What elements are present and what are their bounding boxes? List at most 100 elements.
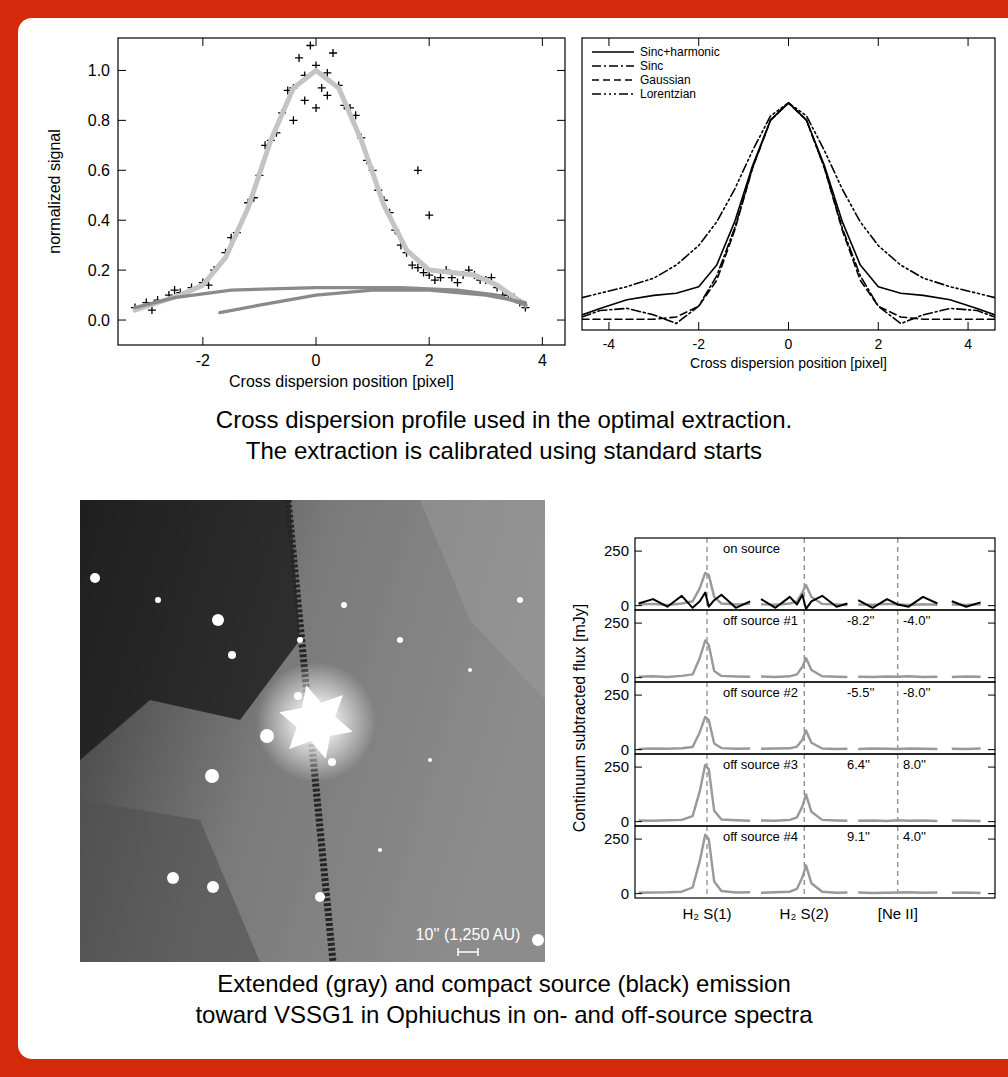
x-axis-title: Cross dispersion position [pixel] bbox=[690, 355, 887, 371]
y-tick-label: 0.4 bbox=[88, 212, 110, 229]
point bbox=[295, 54, 303, 62]
panel-title: off source #2 bbox=[723, 685, 798, 700]
y-tick-label: 250 bbox=[604, 542, 629, 559]
x-tick bbox=[788, 38, 789, 46]
line bbox=[135, 288, 525, 308]
label-patch bbox=[901, 684, 932, 701]
plot-area bbox=[639, 765, 981, 821]
star bbox=[297, 637, 303, 643]
legend-swatch bbox=[592, 51, 634, 52]
star bbox=[155, 597, 161, 603]
point bbox=[453, 279, 461, 287]
panel-annotation: 6.4'' bbox=[847, 757, 870, 772]
y-tick-label: 250 bbox=[604, 614, 629, 631]
y-axis-title: normalized signal bbox=[46, 129, 63, 254]
star bbox=[167, 872, 179, 884]
y-tick-label: 250 bbox=[604, 758, 629, 775]
grid-line bbox=[707, 610, 708, 682]
spectrum-panel: 0250on source bbox=[604, 538, 995, 614]
y-tick bbox=[988, 551, 995, 552]
panel-title: off source #1 bbox=[723, 613, 798, 628]
y-tick bbox=[557, 120, 565, 121]
legend-label: Sinc+harmonic bbox=[640, 45, 720, 59]
star bbox=[294, 692, 302, 700]
grid-line bbox=[897, 610, 898, 682]
y-tick bbox=[635, 677, 642, 678]
line-label: H₂ S(1) bbox=[682, 905, 731, 922]
y-tick bbox=[988, 695, 995, 696]
y-tick-label: 0.0 bbox=[88, 312, 110, 329]
y-tick bbox=[635, 623, 642, 624]
x-tick bbox=[968, 38, 969, 46]
x-tick bbox=[316, 337, 317, 345]
plot-area bbox=[639, 835, 981, 893]
x-tick bbox=[698, 322, 699, 330]
panel-title: off source #3 bbox=[723, 757, 798, 772]
spectrum-panel: 0250off source #36.4''8.0'' bbox=[604, 754, 995, 830]
spectrum-panel: 0250off source #2-5.5''-8.0'' bbox=[604, 682, 995, 758]
y-tick-label: 0 bbox=[621, 597, 629, 614]
x-tick bbox=[542, 337, 543, 345]
y-tick bbox=[557, 320, 565, 321]
poster-panel bbox=[18, 18, 1008, 1059]
y-tick-label: 0.2 bbox=[88, 262, 110, 279]
y-tick-label: 0.6 bbox=[88, 162, 110, 179]
y-tick bbox=[988, 893, 995, 894]
panel-annotation: -5.5'' bbox=[847, 685, 874, 700]
label-patch bbox=[901, 612, 932, 629]
caption: The extraction is calibrated using stand… bbox=[246, 437, 762, 464]
star bbox=[90, 573, 100, 583]
point bbox=[289, 116, 297, 124]
x-tick bbox=[316, 38, 317, 46]
spectrum-line bbox=[639, 765, 981, 821]
y-tick bbox=[557, 270, 565, 271]
label-patch bbox=[845, 684, 876, 701]
y-tick bbox=[635, 605, 642, 606]
y-tick bbox=[118, 120, 126, 121]
y-tick bbox=[635, 893, 642, 894]
point bbox=[301, 96, 309, 104]
star bbox=[378, 848, 382, 852]
point bbox=[431, 276, 439, 284]
frame bbox=[635, 610, 995, 682]
star bbox=[532, 934, 544, 946]
cloud bbox=[80, 800, 260, 962]
grid-line bbox=[897, 538, 898, 610]
y-tick bbox=[118, 220, 126, 221]
line bbox=[582, 103, 995, 298]
x-tick bbox=[968, 322, 969, 330]
y-tick bbox=[118, 70, 126, 71]
frame bbox=[118, 38, 565, 345]
cloud bbox=[420, 500, 545, 700]
nebula bbox=[80, 500, 545, 962]
label-patch bbox=[721, 684, 800, 701]
y-tick-label: 0 bbox=[621, 669, 629, 686]
x-tick-label: 0 bbox=[785, 336, 793, 352]
line-label: H₂ S(2) bbox=[780, 905, 829, 922]
plot-area bbox=[131, 41, 529, 314]
chart-0: -20240.00.20.40.60.81.0Cross dispersion … bbox=[46, 38, 565, 390]
y-tick-label: 250 bbox=[604, 686, 629, 703]
caption: Extended (gray) and compact source (blac… bbox=[217, 970, 791, 997]
y-tick bbox=[988, 605, 995, 606]
star bbox=[228, 651, 236, 659]
line bbox=[135, 70, 525, 310]
y-tick bbox=[635, 551, 642, 552]
legend-label: Lorentzian bbox=[640, 87, 696, 101]
y-tick bbox=[988, 839, 995, 840]
x-tick-label: -2 bbox=[196, 352, 210, 369]
y-tick-label: 250 bbox=[604, 830, 629, 847]
x-tick bbox=[608, 38, 609, 46]
y-tick bbox=[557, 70, 565, 71]
label-patch bbox=[845, 828, 872, 845]
page: -20240.00.20.40.60.81.0Cross dispersion … bbox=[0, 0, 1008, 1077]
frame bbox=[582, 38, 995, 330]
y-axis-title: Continuum subtracted flux [mJy] bbox=[571, 604, 588, 833]
x-tick bbox=[608, 322, 609, 330]
spectrum-line bbox=[639, 641, 981, 678]
spectrum-line bbox=[639, 717, 981, 749]
y-tick bbox=[118, 270, 126, 271]
x-tick bbox=[202, 337, 203, 345]
star-glow bbox=[256, 662, 376, 782]
caption: Cross dispersion profile used in the opt… bbox=[216, 406, 792, 433]
